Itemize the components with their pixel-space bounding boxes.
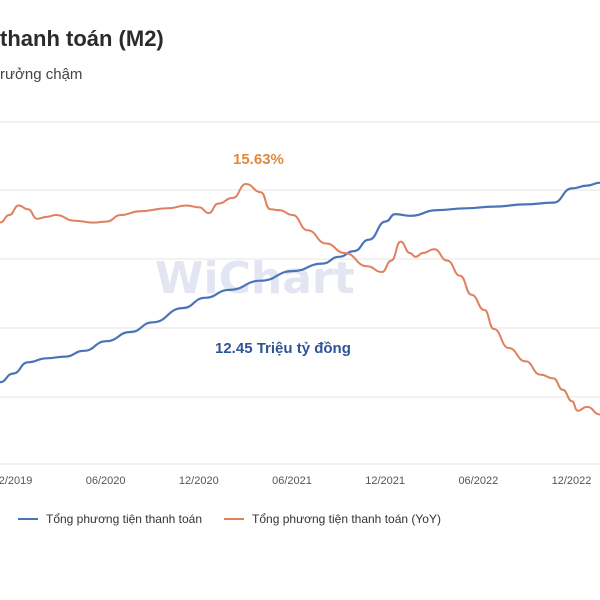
chart-legend: Tổng phương tiện thanh toán Tổng phương … [18, 512, 441, 526]
chart-title: thanh toán (M2) [0, 26, 164, 51]
legend-swatch-yoy [224, 518, 245, 520]
x-tick-label: 06/2022 [458, 475, 498, 487]
x-tick-label: 12/2022 [552, 475, 592, 487]
legend-item-m2[interactable]: Tổng phương tiện thanh toán [18, 512, 202, 526]
series-line-m2 [0, 181, 600, 384]
legend-item-yoy[interactable]: Tổng phương tiện thanh toán (YoY) [224, 512, 441, 526]
legend-label-m2: Tổng phương tiện thanh toán [46, 512, 203, 526]
x-tick-label: 12/2021 [365, 475, 405, 487]
legend-label-yoy: Tổng phương tiện thanh toán (YoY) [252, 512, 441, 526]
x-tick-label: 06/2020 [86, 475, 126, 487]
x-tick-label: 12/2019 [0, 475, 32, 487]
x-tick-label: 12/2020 [179, 475, 219, 487]
annotation-m2-level: 12.45 Triệu tỷ đồng [215, 340, 351, 357]
series-line-yoy [0, 183, 600, 416]
annotation-yoy-peak: 15.63% [233, 151, 284, 168]
chart-subtitle: rưởng chậm [0, 66, 83, 83]
legend-swatch-m2 [18, 518, 38, 520]
watermark-logo: WiChart [155, 253, 355, 304]
gridlines [0, 121, 600, 465]
x-tick-label: 06/2021 [272, 475, 312, 487]
x-axis-labels: 12/2019 06/2020 12/2020 06/2021 12/2021 06/20… [0, 475, 591, 487]
